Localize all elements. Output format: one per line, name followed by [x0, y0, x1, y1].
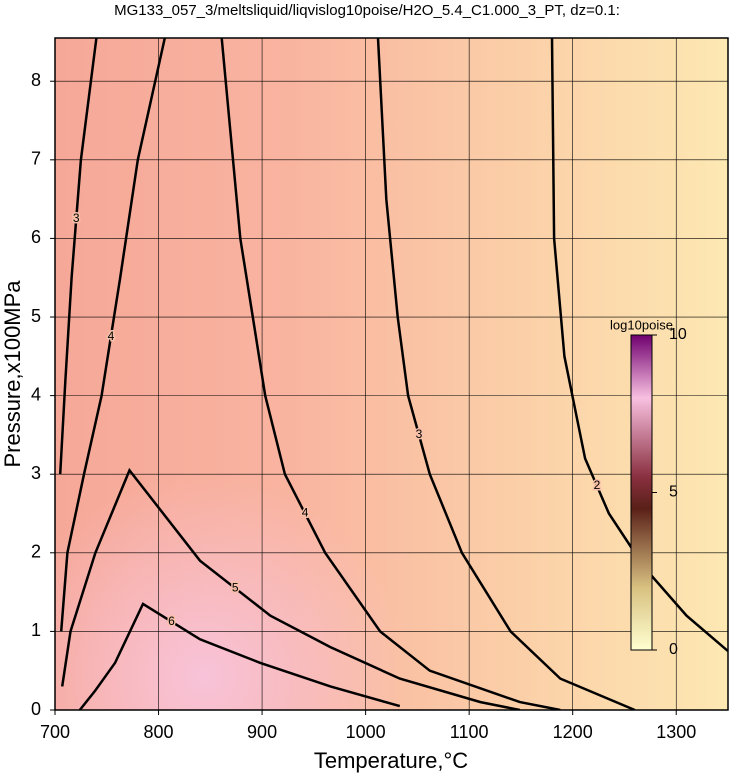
y-tick-label: 2 [31, 542, 41, 562]
contours [58, 38, 728, 710]
plot-frame [54, 37, 729, 711]
contour-line [550, 38, 728, 653]
colorbar-label: log10poise [610, 317, 673, 332]
x-tick-label: 1000 [346, 722, 386, 742]
colorbar: log10poise 0 5 10 [610, 317, 687, 658]
contour-label: 4 [302, 506, 309, 520]
contour-label: 3 [416, 427, 423, 441]
contour-label: 3 [73, 211, 80, 225]
x-tick-label: 1300 [656, 722, 696, 742]
y-tick-label: 1 [31, 620, 41, 640]
contour-line [59, 38, 167, 632]
plot-shading [55, 38, 728, 710]
y-tick-label: 3 [31, 463, 41, 483]
colorbar-scale [630, 334, 653, 651]
colorbar-tick-label: 5 [669, 484, 678, 501]
y-tick-label: 5 [31, 306, 41, 326]
y-tick-label: 4 [31, 384, 41, 404]
x-tick-label: 800 [144, 722, 174, 742]
contour-label: 6 [168, 614, 175, 628]
contour-label: 5 [232, 580, 239, 594]
contour-line [376, 38, 636, 710]
y-tick-label: 7 [31, 149, 41, 169]
contour-labels: 2 3 4 5 6 4 3 [71, 209, 602, 629]
chart-title: MG133_057_3/meltsliquid/liqvislog10poise… [114, 2, 620, 19]
y-tick-label: 8 [31, 70, 41, 90]
x-tick-label: 1200 [553, 722, 593, 742]
colorbar-tick-label: 0 [669, 641, 678, 658]
x-tick-label: 900 [247, 722, 277, 742]
contour-line [58, 38, 98, 475]
contour-label: 2 [594, 478, 601, 492]
y-tick-label: 0 [31, 699, 41, 719]
colorbar-tick-label: 10 [669, 326, 687, 343]
contour-label: 4 [108, 329, 115, 343]
contour-line [78, 602, 401, 710]
y-tick-label: 6 [31, 227, 41, 247]
x-axis-label: Temperature,°C [314, 748, 468, 773]
y-axis-label: Pressure,x100MPa [0, 280, 25, 468]
x-tick-label: 1100 [450, 722, 489, 742]
x-tick-label: 700 [40, 722, 70, 742]
contour-line [60, 467, 521, 710]
contour-line [220, 38, 561, 710]
